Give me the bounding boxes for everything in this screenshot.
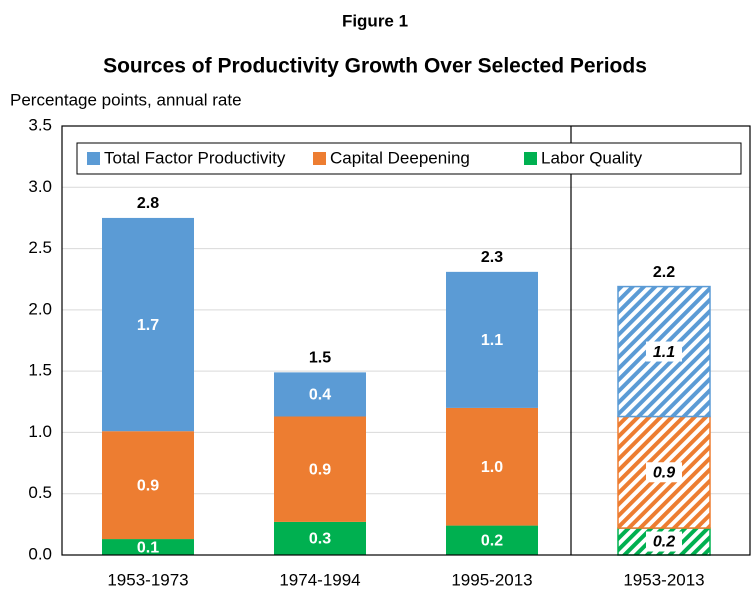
label-bg xyxy=(646,531,682,552)
data-label: 0.4 xyxy=(309,387,331,404)
chart-subtitle: Sources of Productivity Growth Over Sele… xyxy=(103,55,647,78)
legend-box xyxy=(76,142,742,175)
data-label: 0.2 xyxy=(481,533,503,550)
label-bg xyxy=(646,462,682,483)
y-axis-label: Percentage points, annual rate xyxy=(10,90,242,109)
total-label: 2.3 xyxy=(481,249,503,266)
data-label: 0.9 xyxy=(137,477,159,494)
data-label: 0.1 xyxy=(137,539,159,556)
data-label: 1.7 xyxy=(137,317,159,334)
bar-segment xyxy=(274,416,366,522)
total-label: 2.8 xyxy=(137,195,159,212)
bar-segment xyxy=(102,539,194,555)
y-tick-label: 1.0 xyxy=(28,422,52,441)
data-label: 1.1 xyxy=(481,332,503,349)
label-bg xyxy=(646,341,682,362)
total-label: 2.2 xyxy=(653,264,675,281)
legend-swatch xyxy=(87,152,100,165)
legend-swatch xyxy=(524,152,537,165)
y-tick-label: 0.0 xyxy=(28,544,52,563)
legend-label: Total Factor Productivity xyxy=(104,148,286,167)
bar-segment xyxy=(446,271,538,408)
bar-segment xyxy=(446,525,538,555)
data-label: 0.3 xyxy=(309,531,331,548)
plot-frame xyxy=(61,125,751,556)
bar-segment xyxy=(274,521,366,555)
y-tick-label: 3.5 xyxy=(28,115,52,134)
data-label: 1.0 xyxy=(481,459,503,476)
x-tick-label: 1953-2013 xyxy=(623,570,704,589)
data-label: 0.9 xyxy=(309,461,331,478)
x-tick-label: 1953-1973 xyxy=(107,570,188,589)
y-tick-label: 2.5 xyxy=(28,238,52,257)
bar-segment xyxy=(446,407,538,526)
y-tick-label: 0.5 xyxy=(28,483,52,502)
y-tick-label: 2.0 xyxy=(28,299,52,318)
data-label: 1.1 xyxy=(653,344,675,361)
data-label: 0.2 xyxy=(653,534,675,551)
y-tick-label: 3.0 xyxy=(28,177,52,196)
total-label: 1.5 xyxy=(309,350,331,367)
bar-segment xyxy=(274,372,366,417)
bar-segment xyxy=(102,217,194,432)
legend-label: Capital Deepening xyxy=(330,148,470,167)
x-tick-label: 1974-1994 xyxy=(279,570,360,589)
legend-swatch xyxy=(313,152,326,165)
chart-title: Figure 1 xyxy=(342,11,408,30)
bar-segment xyxy=(102,431,194,540)
y-tick-label: 1.5 xyxy=(28,361,52,380)
x-tick-label: 1995-2013 xyxy=(451,570,532,589)
legend-label: Labor Quality xyxy=(541,148,643,167)
data-label: 0.9 xyxy=(653,464,675,481)
